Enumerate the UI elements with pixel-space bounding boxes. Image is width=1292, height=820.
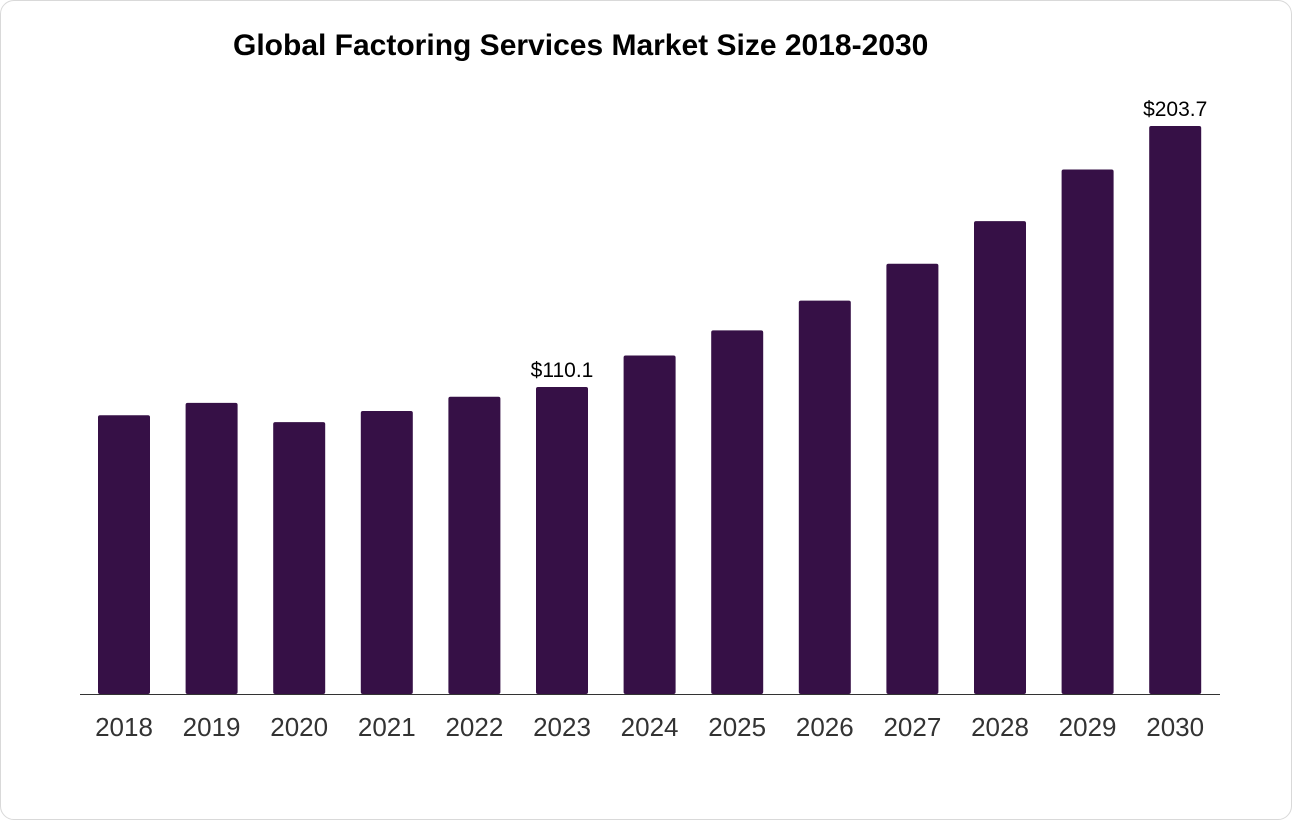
bar-2021 [360,411,413,694]
x-tick-label: 2020 [270,712,328,742]
data-label-2023: $110.1 [531,359,594,382]
x-tick-label: 2028 [971,712,1029,742]
x-tick-label: 2029 [1059,712,1117,742]
bar-2025 [711,330,764,694]
x-tick-label: 2026 [796,712,854,742]
bar-2018 [98,415,150,694]
chart-title: Global Factoring Services Market Size 20… [233,29,929,62]
bar-2019 [185,402,238,694]
x-tick-label: 2030 [1146,712,1204,742]
bar-2023 [536,387,588,694]
bar-2022 [448,396,501,694]
bar-2030 [1149,126,1202,694]
x-tick-label: 2018 [95,712,153,742]
x-tick-label: 2027 [883,712,941,742]
x-tick-label: 2021 [358,712,416,742]
x-tick-label: 2022 [445,712,503,742]
bar-2029 [1061,169,1114,694]
x-tick-label: 2023 [533,712,591,742]
x-tick-label: 2019 [183,712,241,742]
data-label-2030: $203.7 [1143,98,1207,121]
x-tick-label: 2025 [708,712,766,742]
x-tick-label: 2024 [621,712,679,742]
bar-2026 [798,300,851,694]
bar-2027 [886,263,939,694]
bar-2028 [974,221,1026,694]
bar-2024 [623,355,676,694]
bar-2020 [273,422,326,694]
